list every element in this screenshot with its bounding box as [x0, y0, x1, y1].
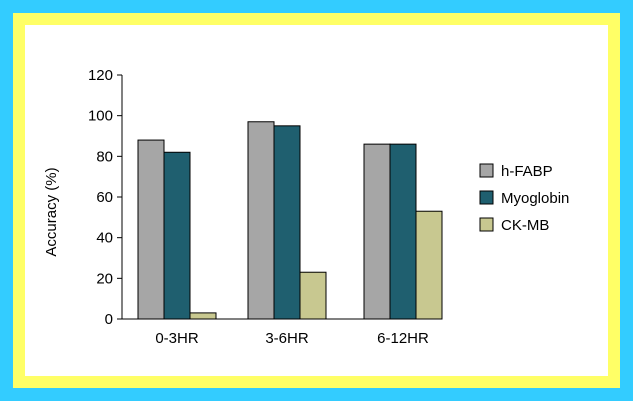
- bar-ck-mb-0: [189, 312, 217, 320]
- legend-label-myoglobin: Myoglobin: [501, 190, 569, 207]
- legend-swatch-ck-mb: [479, 217, 494, 232]
- legend-swatch-h-fabp: [479, 163, 494, 178]
- y-axis-title: Accuracy (%): [43, 167, 60, 256]
- bar-h-fabp-1: [247, 121, 275, 320]
- x-tick-label: 6-12HR: [377, 330, 429, 347]
- bar-h-fabp-0: [137, 139, 165, 320]
- x-tick-label: 0-3HR: [155, 330, 199, 347]
- bar-ck-mb-2: [415, 210, 443, 320]
- axes-layer: 0-3HR 3-6HR 6-12HR 0 20 40 60 80 100 120: [88, 67, 440, 347]
- y-tick-label: 40: [96, 230, 113, 247]
- y-tick-label: 80: [96, 148, 113, 165]
- bars-layer: [137, 121, 443, 320]
- bar-myoglobin-1: [273, 125, 301, 320]
- bar-h-fabp-2: [363, 143, 391, 320]
- bar-myoglobin-2: [389, 143, 417, 320]
- y-tick-label: 120: [88, 67, 113, 84]
- chart-panel: [13, 13, 620, 388]
- bar-ck-mb-1: [299, 271, 327, 320]
- y-tick-label: 100: [88, 108, 113, 125]
- legend: h-FABP Myoglobin CK-MB: [479, 163, 569, 234]
- legend-swatch-myoglobin: [479, 190, 494, 205]
- bar-myoglobin-0: [163, 151, 191, 320]
- legend-label-h-fabp: h-FABP: [501, 163, 553, 180]
- y-tick-label: 20: [96, 270, 113, 287]
- legend-label-ck-mb: CK-MB: [501, 217, 549, 234]
- x-tick-label: 3-6HR: [265, 330, 309, 347]
- y-tick-label: 60: [96, 189, 113, 206]
- y-tick-label: 0: [105, 311, 113, 328]
